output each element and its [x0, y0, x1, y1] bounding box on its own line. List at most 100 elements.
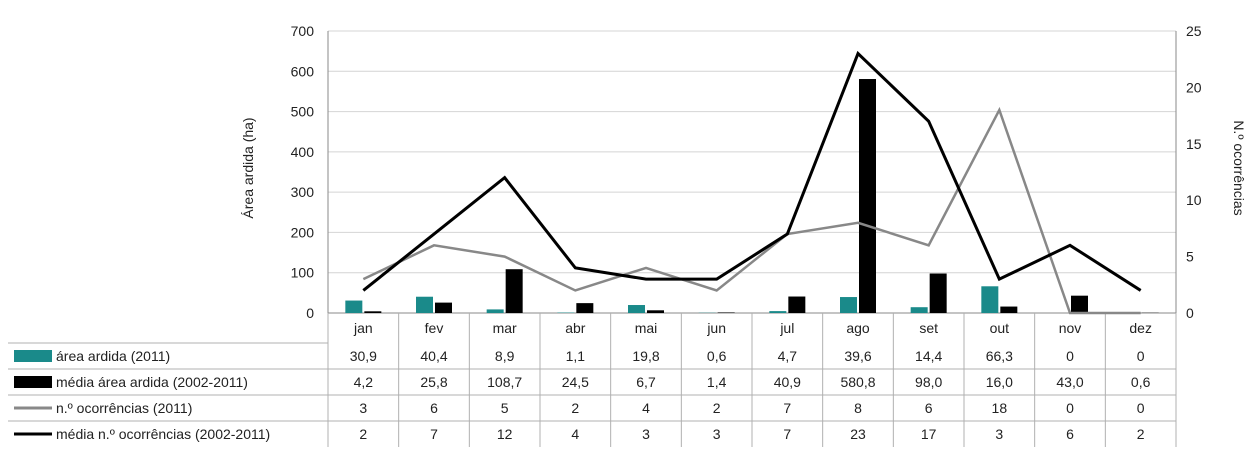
- table-cell: 3: [713, 426, 721, 442]
- gridlines: [327, 30, 1177, 314]
- bar: [929, 273, 947, 313]
- category-label: set: [919, 320, 938, 336]
- table-cell: 19,8: [632, 348, 659, 364]
- category-label: jul: [779, 320, 794, 336]
- y2-tick-label: 5: [1186, 249, 1194, 265]
- table-cell: 7: [783, 426, 791, 442]
- table-cell: 5: [501, 400, 509, 416]
- y-tick-label: 100: [291, 265, 315, 281]
- legend-label: n.º ocorrências (2011): [56, 400, 192, 416]
- table-cell: 0,6: [1131, 374, 1151, 390]
- data-table: área ardida (2011) 30,9 40,4 8,9 1,1 19,8 0,6 4…: [14, 348, 1151, 442]
- table-cell: 580,8: [840, 374, 875, 390]
- table-cell: 4,7: [778, 348, 798, 364]
- y2-tick-label: 10: [1186, 192, 1202, 208]
- table-cell: 24,5: [562, 374, 589, 390]
- table-cell: 12: [497, 426, 513, 442]
- table-cell: 39,6: [844, 348, 871, 364]
- y-tick-label: 600: [291, 63, 315, 79]
- bar: [486, 309, 504, 313]
- table-cell: 0: [1137, 400, 1145, 416]
- bar: [717, 312, 735, 313]
- y2-tick-label: 20: [1186, 79, 1202, 95]
- table-cell: 25,8: [420, 374, 447, 390]
- table-cell: 17: [921, 426, 937, 442]
- bar: [576, 303, 594, 313]
- table-cell: 4: [571, 426, 579, 442]
- data-table-lines: [8, 313, 1177, 447]
- table-cell: 6: [925, 400, 933, 416]
- table-cell: 8: [854, 400, 862, 416]
- bar: [505, 269, 523, 313]
- table-cell: 0,6: [707, 348, 727, 364]
- table-cell: 16,0: [986, 374, 1013, 390]
- y2-axis-label: N.º ocorrências: [1231, 120, 1247, 215]
- bar: [788, 296, 806, 313]
- bar: [647, 310, 664, 313]
- table-cell: 98,0: [915, 374, 942, 390]
- bar: [435, 302, 452, 313]
- line-series-path: [362, 106, 1141, 315]
- table-cell: 7: [783, 400, 791, 416]
- table-cell: 6: [430, 400, 438, 416]
- legend-label: média n.º ocorrências (2002-2011): [56, 426, 270, 442]
- category-label: jun: [706, 320, 726, 336]
- category-label: mai: [635, 320, 658, 336]
- table-cell: 8,9: [495, 348, 515, 364]
- table-cell: 66,3: [986, 348, 1013, 364]
- line-series-path: [362, 50, 1142, 292]
- table-cell: 43,0: [1056, 374, 1083, 390]
- table-cell: 30,9: [350, 348, 377, 364]
- right-axis: 0 5 10 15 20 25: [1186, 23, 1202, 321]
- y2-tick-label: 0: [1186, 305, 1194, 321]
- y-tick-label: 300: [291, 184, 315, 200]
- table-cell: 0: [1066, 348, 1074, 364]
- table-cell: 40,9: [774, 374, 801, 390]
- bar: [859, 79, 876, 313]
- bar: [416, 296, 433, 313]
- table-cell: 0: [1066, 400, 1074, 416]
- table-cell: 6,7: [636, 374, 656, 390]
- table-cell: 18: [992, 400, 1008, 416]
- bar-series: [345, 79, 1159, 313]
- table-cell: 2: [713, 400, 721, 416]
- category-label: jan: [353, 320, 373, 336]
- category-label: dez: [1129, 320, 1152, 336]
- y-tick-label: 200: [291, 224, 315, 240]
- table-cell: 3: [642, 426, 650, 442]
- bar: [769, 311, 787, 313]
- category-label: out: [990, 320, 1010, 336]
- bar: [364, 311, 382, 313]
- y-tick-label: 700: [291, 23, 315, 39]
- table-cell: 14,4: [915, 348, 942, 364]
- category-label: fev: [425, 320, 444, 336]
- category-label: nov: [1059, 320, 1082, 336]
- legend-key: [14, 350, 52, 362]
- legend-key: [14, 376, 52, 388]
- left-axis: 0 100 200 300 400 500 600 700: [291, 23, 315, 321]
- table-cell: 6: [1066, 426, 1074, 442]
- category-label: ago: [846, 320, 870, 336]
- table-cell: 108,7: [487, 374, 522, 390]
- bar: [628, 305, 645, 313]
- table-cell: 1,1: [566, 348, 586, 364]
- table-cell: 2: [1137, 426, 1145, 442]
- legend-label: área ardida (2011): [56, 348, 170, 364]
- y-tick-label: 400: [291, 144, 315, 160]
- y-tick-label: 0: [306, 305, 314, 321]
- table-cell: 3: [359, 400, 367, 416]
- y-tick-label: 500: [291, 104, 315, 120]
- table-cell: 0: [1137, 348, 1145, 364]
- table-cell: 2: [571, 400, 579, 416]
- legend-label: média área ardida (2002-2011): [56, 374, 248, 390]
- y2-tick-label: 15: [1186, 136, 1202, 152]
- bar: [981, 286, 999, 313]
- table-cell: 4,2: [354, 374, 374, 390]
- bar: [1000, 306, 1018, 313]
- table-cell: 7: [430, 426, 438, 442]
- bar: [345, 300, 363, 313]
- y-axis-label: Área ardida (ha): [240, 117, 256, 218]
- table-cell: 2: [359, 426, 367, 442]
- category-labels: jan fev mar abr mai jun jul ago set out nov dez: [353, 320, 1152, 336]
